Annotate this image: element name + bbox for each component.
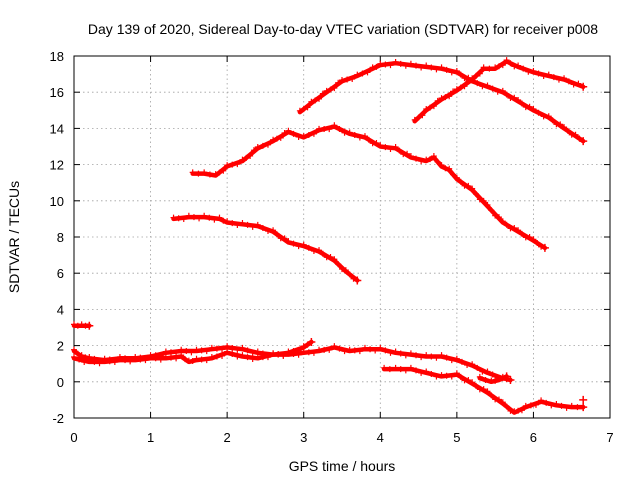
x-tick-label: 2 — [224, 430, 231, 445]
x-tick-label: 4 — [377, 430, 384, 445]
series-line — [171, 214, 360, 283]
chart-title: Day 139 of 2020, Sidereal Day-to-day VTE… — [88, 21, 598, 37]
y-tick-label: 12 — [50, 158, 64, 173]
y-tick-label: 4 — [57, 302, 64, 317]
data-point — [579, 403, 588, 412]
data-point — [85, 321, 94, 330]
series-arc-2 — [411, 57, 588, 124]
y-tick-label: 14 — [50, 121, 64, 136]
plot-frame — [73, 55, 611, 419]
data-point — [506, 375, 515, 384]
x-tick-label: 1 — [147, 430, 154, 445]
series-arc-10 — [579, 395, 588, 404]
series-arc-1 — [296, 58, 588, 146]
y-axis-label: SDTVAR / TECUs — [6, 181, 22, 293]
y-tick-label: 8 — [57, 230, 64, 245]
data-point — [353, 276, 362, 285]
series-line — [71, 345, 513, 383]
y-tick-label: 6 — [57, 266, 64, 281]
series-line — [71, 339, 314, 363]
y-tick-labels: -2 0 2 4 6 8 10 12 14 16 18 — [50, 49, 64, 426]
data-point — [540, 243, 549, 252]
series-arc-8 — [381, 364, 588, 415]
x-axis-label: GPS time / hours — [289, 458, 396, 474]
y-tick-label: 18 — [50, 49, 64, 64]
series-line — [297, 60, 586, 144]
x-tick-label: 3 — [300, 430, 307, 445]
series-arc-9 — [476, 372, 511, 385]
series-arc-5 — [71, 321, 94, 330]
y-tick-label: -2 — [52, 411, 64, 426]
series-line — [477, 374, 509, 385]
series-arc-3 — [189, 122, 549, 252]
y-tick-label: 16 — [50, 85, 64, 100]
data-point — [579, 82, 588, 91]
series-arc-7 — [71, 343, 515, 384]
data-point — [579, 137, 588, 146]
grid-lines — [74, 56, 610, 418]
x-tick-label: 5 — [453, 430, 460, 445]
series-line — [381, 366, 586, 415]
y-tick-label: 2 — [57, 339, 64, 354]
series-line — [412, 59, 586, 124]
y-tick-label: 10 — [50, 194, 64, 209]
x-tick-label: 6 — [530, 430, 537, 445]
x-tick-label: 7 — [606, 430, 613, 445]
data-point — [579, 395, 588, 404]
x-tick-labels: 0 1 2 3 4 5 6 7 — [70, 430, 613, 445]
series-line — [190, 124, 548, 251]
y-tick-label: 0 — [57, 375, 64, 390]
data-point — [307, 337, 316, 346]
x-tick-label: 0 — [70, 430, 77, 445]
data-point — [502, 372, 511, 381]
data-series — [71, 57, 588, 415]
series-arc-4 — [170, 212, 362, 285]
